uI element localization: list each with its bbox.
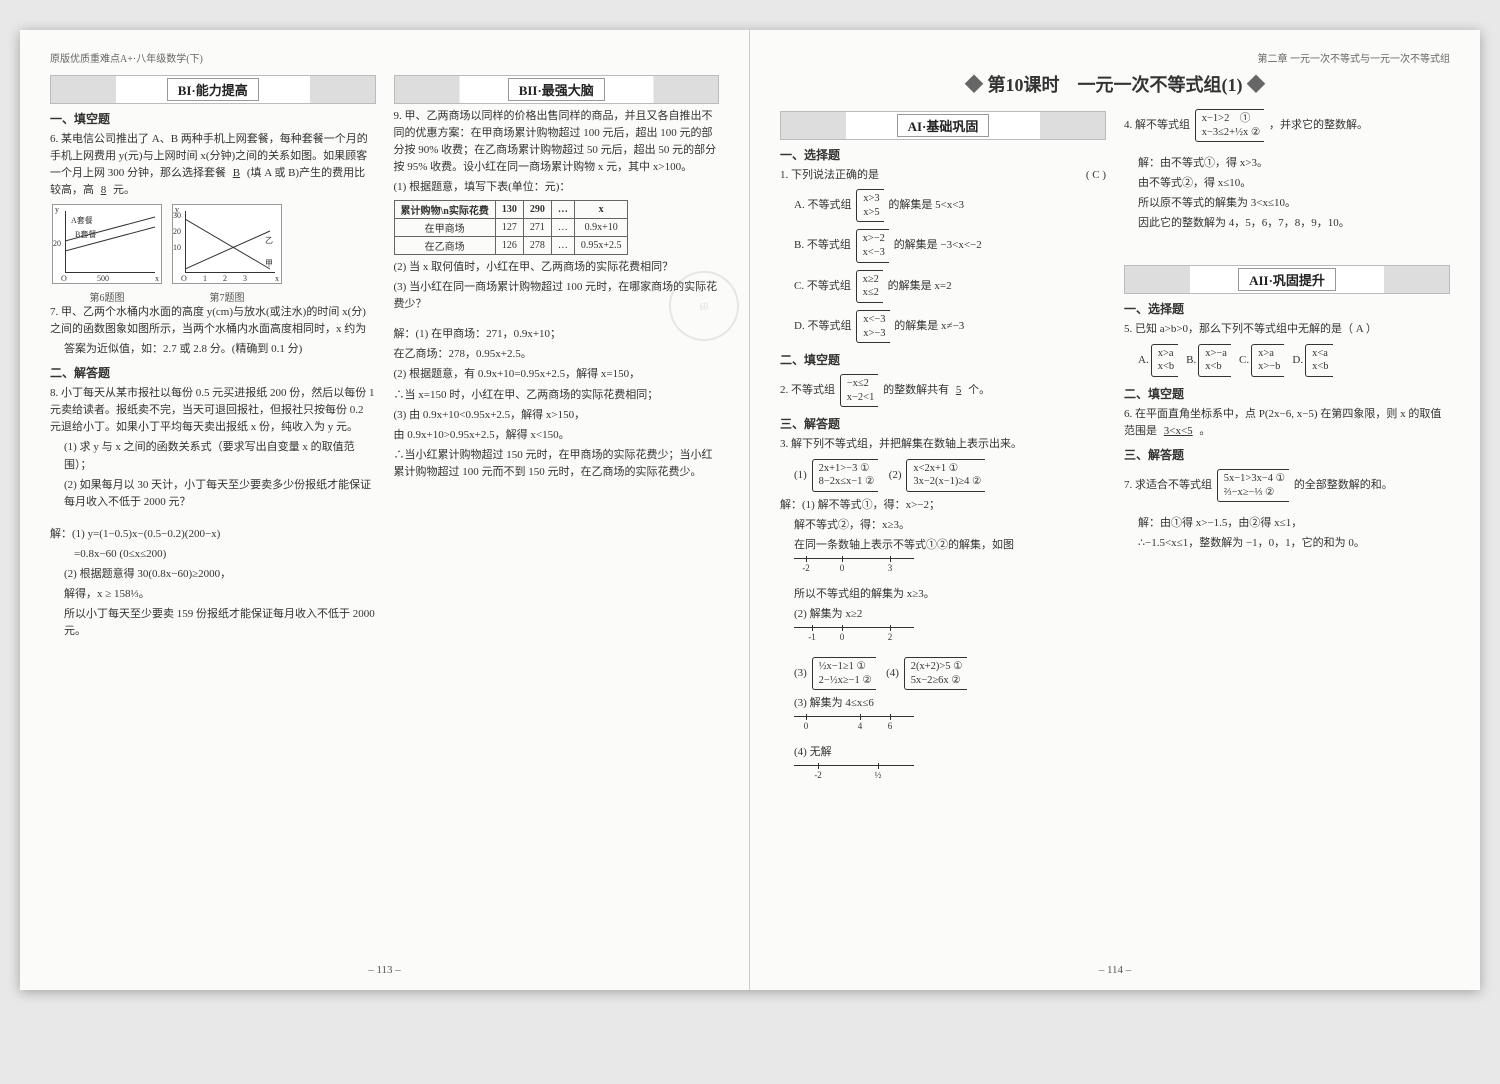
col-b2: BII·最强大脑 9. 甲、乙两商场以同样的价格出售同样的商品，并且又各自推出不… bbox=[394, 71, 720, 643]
q8: 8. 小丁每天从某市报社以每份 0.5 元买进报纸 200 份，然后以每份 1 … bbox=[50, 385, 376, 436]
q2: 2. 不等式组 −x≤2x−2<1 的整数解共有 5 个。 bbox=[780, 372, 1106, 409]
heading-solve: 二、解答题 bbox=[50, 364, 376, 381]
book-spread: 原版优质重难点A+·八年级数学(下) BI·能力提高 一、填空题 6. 某电信公… bbox=[20, 30, 1480, 990]
q4-sol-c: 所以原不等式的解集为 3<x≤10。 bbox=[1124, 195, 1450, 212]
banner-aii: AII·巩固提升 bbox=[1124, 265, 1450, 294]
q8-2: (2) 如果每月以 30 天计，小丁每天至少要卖多少份报纸才能保证每月收入不低于… bbox=[50, 477, 376, 511]
q9-sol-d: ∴当 x=150 时，小红在甲、乙两商场的实际花费相同； bbox=[394, 387, 720, 404]
q3-12: (1) 2x+1>−3 ①8−2x≤x−1 ② (2) x<2x+1 ①3x−2… bbox=[780, 457, 1106, 494]
q9-table: 累计购物\n实际花费 130 290 … x 在甲商场 127 271 … 0.… bbox=[394, 200, 629, 255]
q9-2: (2) 当 x 取何值时，小红在甲、乙两商场的实际花费相同？ bbox=[394, 259, 720, 276]
q5: 5. 已知 a>b>0，那么下列不等式组中无解的是（ A ） bbox=[1124, 321, 1450, 338]
q9-sol-e: (3) 由 0.9x+10<0.95x+2.5，解得 x>150， bbox=[394, 407, 720, 424]
banner-bii: BII·最强大脑 bbox=[394, 75, 720, 104]
q2-blank: 5 bbox=[952, 384, 966, 396]
q9: 9. 甲、乙两商场以同样的价格出售同样的商品，并且又各自推出不同的优惠方案：在甲… bbox=[394, 108, 720, 176]
q1a: A. 不等式组 x>3x>5 的解集是 5<x<3 bbox=[780, 187, 1106, 224]
q3-34: (3) ½x−1≥1 ①2−½x≥−1 ② (4) 2(x+2)>5 ①5x−2… bbox=[780, 655, 1106, 692]
q8-sol-b: =0.8x−60 (0≤x≤200) bbox=[50, 546, 376, 563]
heading-choice: 一、选择题 bbox=[780, 146, 1106, 163]
heading-solve-r: 三、解答题 bbox=[780, 415, 1106, 432]
q9-sol-b: 在乙商场：278，0.95x+2.5。 bbox=[394, 346, 720, 363]
page-header-left: 原版优质重难点A+·八年级数学(下) bbox=[50, 50, 719, 65]
q8-sol-d: 解得，x ≥ 158⅓。 bbox=[50, 586, 376, 603]
figures-row: y x A套餐 B套餐 20 O 500 第6题图 bbox=[50, 202, 376, 304]
page-header-right: 第二章 一元一次不等式与一元一次不等式组 bbox=[780, 50, 1450, 65]
heading-choice2: 一、选择题 bbox=[1124, 300, 1450, 317]
q9-sol-f: 由 0.9x+10>0.95x+2.5，解得 x<150。 bbox=[394, 427, 720, 444]
q3-sol-a: 解：(1) 解不等式①，得：x>−2； bbox=[780, 497, 1106, 514]
heading-fill: 一、填空题 bbox=[50, 110, 376, 127]
col-a2: 4. 解不等式组 x−1>2 ①x−3≤2+½x ② ，并求它的整数解。 解：由… bbox=[1124, 107, 1450, 793]
q7: 7. 甲、乙两个水桶内水面的高度 y(cm)与放水(或注水)的时间 x(分)之间… bbox=[50, 304, 376, 338]
page-113: 原版优质重难点A+·八年级数学(下) BI·能力提高 一、填空题 6. 某电信公… bbox=[20, 30, 750, 990]
banner-bi: BI·能力提高 bbox=[50, 75, 376, 104]
q3-sol-f: (3) 解集为 4≤x≤6 bbox=[780, 695, 1106, 712]
q4-sol-b: 由不等式②，得 x≤10。 bbox=[1124, 175, 1450, 192]
q8-sol-a: 解：(1) y=(1−0.5)x−(0.5−0.2)(200−x) bbox=[50, 526, 376, 543]
q7-ans: 答案为近似值，如：2.7 或 2.8 分。(精确到 0.1 分) bbox=[50, 341, 376, 358]
page-114: 第二章 一元一次不等式与一元一次不等式组 ◆ 第10课时 一元一次不等式组(1)… bbox=[750, 30, 1480, 990]
q3: 3. 解下列不等式组，并把解集在数轴上表示出来。 bbox=[780, 436, 1106, 453]
q4: 4. 解不等式组 x−1>2 ①x−3≤2+½x ② ，并求它的整数解。 bbox=[1124, 107, 1450, 144]
q6: 6. 某电信公司推出了 A、B 两种手机上网套餐，每种套餐一个月的手机上网费用 … bbox=[50, 131, 376, 199]
q6-blank1: B bbox=[229, 167, 244, 179]
q3-sol-e: (2) 解集为 x≥2 bbox=[780, 606, 1106, 623]
q1d: D. 不等式组 x<−3x>−3 的解集是 x≠−3 bbox=[780, 308, 1106, 345]
diamond-icon: ◆ bbox=[965, 75, 983, 95]
numberline-2: -1 0 2 bbox=[794, 627, 914, 647]
q1-answer: ( C ) bbox=[1086, 167, 1106, 184]
lesson-title: ◆ 第10课时 一元一次不等式组(1) ◆ bbox=[780, 71, 1450, 97]
q8-sol-e: 所以小丁每天至少要卖 159 份报纸才能保证每月收入不低于 2000 元。 bbox=[50, 606, 376, 640]
col-b1: BI·能力提高 一、填空题 6. 某电信公司推出了 A、B 两种手机上网套餐，每… bbox=[50, 71, 376, 643]
q3-sol-c: 在同一条数轴上表示不等式①②的解集，如图 bbox=[780, 537, 1106, 554]
q7r-sol-b: ∴−1.5<x≤1，整数解为 −1，0，1，它的和为 0。 bbox=[1124, 535, 1450, 552]
heading-solve2: 三、解答题 bbox=[1124, 446, 1450, 463]
q6r: 6. 在平面直角坐标系中，点 P(2x−6, x−5) 在第四象限，则 x 的取… bbox=[1124, 406, 1450, 440]
q3-sol-d: 所以不等式组的解集为 x≥3。 bbox=[780, 586, 1106, 603]
fig7: y x 30 20 10 乙 甲 O 1 2 3 bbox=[170, 202, 284, 304]
q9-1: (1) 根据题意，填写下表(单位：元)： bbox=[394, 179, 720, 196]
q8-1: (1) 求 y 与 x 之间的函数关系式（要求写出自变量 x 的取值范围）； bbox=[50, 439, 376, 473]
q3-sol-b: 解不等式②，得：x≥3。 bbox=[780, 517, 1106, 534]
q8-sol-c: (2) 根据题意得 30(0.8x−60)≥2000， bbox=[50, 566, 376, 583]
heading-fill-r: 二、填空题 bbox=[780, 351, 1106, 368]
q4-sol-d: 因此它的整数解为 4，5，6，7，8，9，10。 bbox=[1124, 215, 1450, 232]
q6r-blank: 3<x<5 bbox=[1160, 425, 1197, 437]
fig6: y x A套餐 B套餐 20 O 500 第6题图 bbox=[50, 202, 164, 304]
page-number-114: – 114 – bbox=[750, 964, 1480, 976]
q7r-sol-a: 解：由①得 x>−1.5，由②得 x≤1， bbox=[1124, 515, 1450, 532]
q1b: B. 不等式组 x>−2x<−3 的解集是 −3<x<−2 bbox=[780, 227, 1106, 264]
diamond-icon: ◆ bbox=[1247, 75, 1265, 95]
q9-sol-c: (2) 根据题意，有 0.9x+10=0.95x+2.5，解得 x=150， bbox=[394, 366, 720, 383]
q4-sol-a: 解：由不等式①，得 x>3。 bbox=[1124, 155, 1450, 172]
q7r: 7. 求适合不等式组 5x−1>3x−4 ①⅔−x≥−⅓ ② 的全部整数解的和。 bbox=[1124, 467, 1450, 504]
q9-sol-a: 解：(1) 在甲商场：271，0.9x+10； bbox=[394, 326, 720, 343]
numberline-3: 0 4 6 bbox=[794, 716, 914, 736]
q5-opts: A.x>ax<b B.x>−ax<b C.x>ax>−b D.x<ax<b bbox=[1124, 342, 1450, 379]
col-a1: AI·基础巩固 一、选择题 1. 下列说法正确的是 ( C ) A. 不等式组 … bbox=[780, 107, 1106, 793]
q1c: C. 不等式组 x≥2x≤2 的解集是 x=2 bbox=[780, 268, 1106, 305]
q3-sol-g: (4) 无解 bbox=[780, 744, 1106, 761]
heading-fill2: 二、填空题 bbox=[1124, 385, 1450, 402]
page-number-113: – 113 – bbox=[20, 964, 749, 976]
q9-sol-g: ∴当小红累计购物超过 150 元时，在甲商场的实际花费少；当小红累计购物超过 1… bbox=[394, 447, 720, 481]
q6-blank2: 8 bbox=[97, 184, 111, 196]
numberline-1: -2 0 3 bbox=[794, 558, 914, 578]
chart-fig6: y x A套餐 B套餐 20 O 500 bbox=[52, 204, 162, 284]
numberline-4: -2 ½ bbox=[794, 765, 914, 785]
banner-ai: AI·基础巩固 bbox=[780, 111, 1106, 140]
chart-fig7: y x 30 20 10 乙 甲 O 1 2 3 bbox=[172, 204, 282, 284]
q1: 1. 下列说法正确的是 ( C ) bbox=[780, 167, 1106, 184]
